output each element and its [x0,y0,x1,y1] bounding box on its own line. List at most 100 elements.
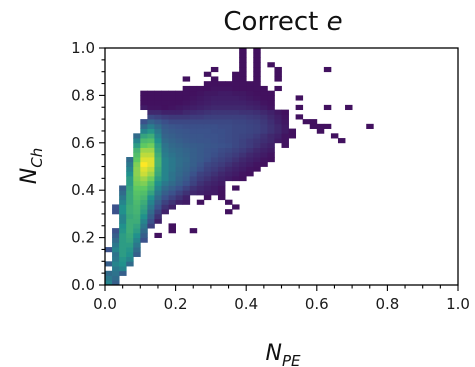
heatmap-cell [175,133,184,139]
x-tick-label: 0.2 [164,295,188,313]
heatmap-cell [168,109,176,115]
heatmap-cell [225,114,233,120]
heatmap-cell [203,175,212,182]
heatmap-cell [217,119,226,125]
heatmap-cell [203,81,212,87]
heatmap-cell [196,114,205,120]
heatmap-cell [182,133,191,139]
heatmap-cell [189,180,198,186]
y-tick-label: 1.0 [71,39,95,57]
heatmap-cell [119,261,127,267]
heatmap-cell [210,76,219,82]
heatmap-cell [274,128,282,134]
heatmap-cell [175,166,184,172]
heatmap-cell [217,194,226,201]
heatmap-cell [217,190,226,196]
x-ticks: 0.0 0.2 0.4 0.6 0.8 1.0 [93,285,470,313]
heatmap-cell [126,261,134,267]
heatmap-cell [210,128,219,134]
heatmap-cell [267,62,275,68]
heatmap-cell [203,90,212,96]
heatmap-cell [140,223,148,229]
heatmap-cell [133,251,141,257]
heatmap-cell [203,185,212,191]
chart-title: Correct e [223,7,342,37]
heatmap-cell [253,71,261,77]
heatmap-cell [126,228,134,234]
heatmap-cell [175,138,184,144]
heatmap-cell [182,76,191,82]
heatmap-cell [154,171,162,177]
heatmap-cell [203,171,212,177]
heatmap-cell [147,204,155,210]
heatmap-cell [203,133,212,139]
heatmap-cell [175,95,184,101]
heatmap-cell [253,161,261,167]
heatmap-cell [196,157,205,163]
heatmap-cell [175,104,184,111]
heatmap-cell [239,123,247,129]
heatmap-cell [217,133,226,139]
heatmap-cell [217,81,226,87]
heatmap-cell [119,247,127,253]
heatmap-cell [126,247,134,253]
heatmap-cell [168,185,176,191]
heatmap-cell [232,109,240,115]
heatmap-cell [295,104,304,111]
heatmap-cell [182,175,191,182]
heatmap-cell [105,270,113,276]
heatmap-cell [232,204,240,210]
heatmap-cell [182,104,191,111]
heatmap-cell [246,109,254,115]
heatmap-cell [232,138,240,144]
heatmap-cell [239,100,247,106]
heatmap-cell [274,114,282,120]
heatmap-cell [210,95,219,101]
heatmap-cell [182,109,191,115]
heatmap-cell [168,147,176,153]
heatmap-cell [119,209,127,215]
heatmap-cell [182,114,191,120]
heatmap-cell [232,133,240,139]
heatmap-cell [210,152,219,158]
heatmap-cell [133,209,141,215]
heatmap-cell [253,138,261,144]
heatmap-cell [147,175,155,182]
heatmap-cell [154,190,162,196]
heatmap-cell [175,128,184,134]
heatmap-cell [119,270,127,276]
heatmap-cell [147,95,155,101]
heatmap-cell [267,114,275,120]
heatmap-cell [366,123,374,129]
heatmap-cell [232,85,240,92]
heatmap-cell [203,104,212,111]
heatmap-cell [182,95,191,101]
heatmap-cell [147,157,155,163]
heatmap-cell [239,57,247,63]
heatmap-cell [112,270,120,276]
heatmap-cell [253,142,261,148]
y-tick-label: 0.6 [71,134,95,152]
heatmap-cell [232,76,240,82]
heatmap-cell [225,100,233,106]
heatmap-cell [232,157,240,163]
heatmap-cell [161,185,169,191]
heatmap-cell [154,109,162,115]
heatmap-cell [196,142,205,148]
heatmap-cell [140,199,148,205]
heatmap-cell [217,128,226,134]
heatmap-cell [274,66,282,73]
heatmap-cell [161,119,169,125]
heatmap-cell [147,223,155,229]
heatmap-cell [260,85,268,92]
x-tick-label: 0.8 [375,295,399,313]
heatmap-cell [182,171,191,177]
heatmap-cell [147,185,155,191]
heatmap-cell [196,133,205,139]
heatmap-cell [126,161,134,167]
heatmap-cell [140,142,148,148]
heatmap-cell [133,223,141,229]
heatmap-cell [309,119,318,125]
heatmap-cell [154,128,162,134]
heatmap-cell [189,190,198,196]
